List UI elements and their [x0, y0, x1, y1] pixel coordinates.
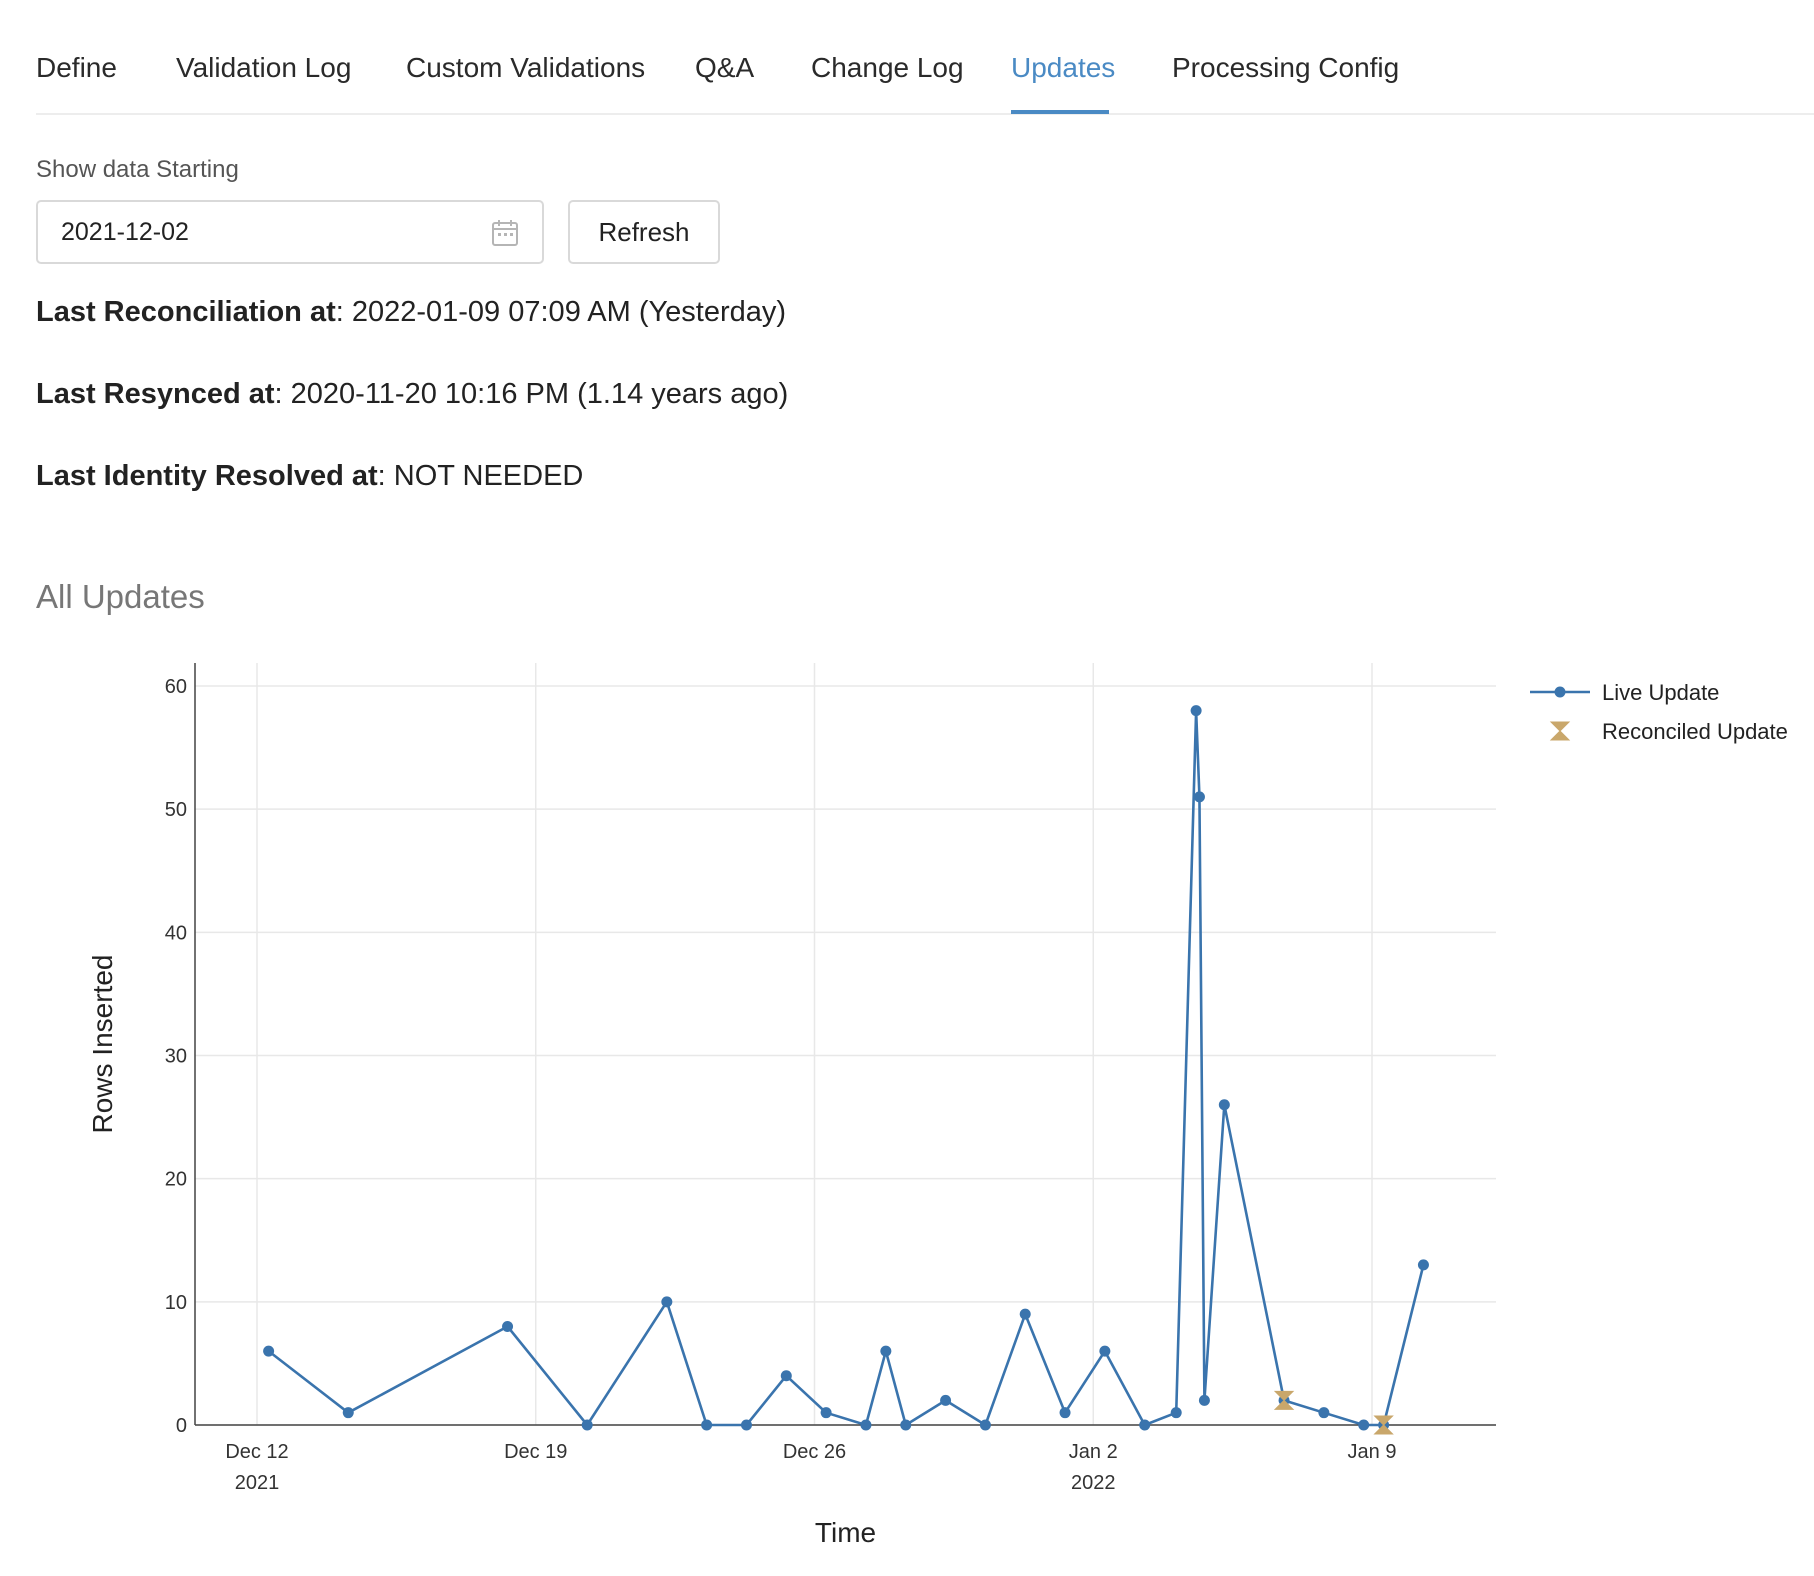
date-filter-label: Show data Starting	[36, 156, 239, 183]
tab-updates[interactable]: Updates	[1011, 52, 1116, 83]
last-reconciliation-label: Last Reconciliation at	[36, 296, 336, 328]
live-update-point	[880, 1345, 892, 1357]
y-axis-title: Rows Inserted	[87, 955, 118, 1134]
x-tick-label: Dec 19	[504, 1441, 567, 1463]
updates-chart: 0 10 20 30 40 50 60 Dec 12 2021 Dec 19 Dec 26 Jan 2…	[87, 663, 1788, 1548]
y-tick-label: 30	[165, 1046, 187, 1068]
legend-live-marker	[1554, 686, 1566, 698]
live-update-point	[900, 1419, 912, 1431]
live-update-point	[263, 1345, 275, 1357]
live-update-point	[502, 1320, 514, 1332]
x-tick-sublabel: 2021	[235, 1472, 280, 1494]
live-update-point	[1193, 791, 1205, 803]
live-update-point	[1190, 705, 1202, 717]
y-tick-label: 10	[165, 1292, 187, 1314]
last-reconciliation-value: : 2022-01-09 07:09 AM (Yesterday)	[335, 296, 787, 328]
last-identity-resolved-value: : NOT NEEDED	[377, 460, 584, 492]
last-identity-resolved: Last Identity Resolved at: NOT NEEDED	[36, 460, 583, 493]
start-date-value: 2021-12-02	[61, 218, 189, 246]
x-tick-label: Dec 26	[783, 1441, 846, 1463]
refresh-button[interactable]: Refresh	[568, 200, 720, 264]
last-resynced: Last Resynced at: 2020-11-20 10:16 PM (1…	[36, 378, 788, 411]
tab-bar: Define Validation Log Custom Validations…	[36, 0, 1814, 115]
live-update-point	[1059, 1407, 1071, 1419]
y-tick-label: 60	[165, 676, 187, 698]
live-update-point	[701, 1419, 713, 1431]
live-update-point	[1218, 1099, 1230, 1111]
live-update-line	[267, 709, 1425, 1427]
tab-processing-config[interactable]: Processing Config	[1172, 52, 1400, 83]
x-tick-label: Jan 2	[1069, 1441, 1118, 1463]
live-update-point	[1099, 1345, 1111, 1357]
x-tick-label: Jan 9	[1348, 1441, 1397, 1463]
legend-live-label: Live Update	[1602, 680, 1719, 705]
reconciled-update-point	[1273, 1390, 1295, 1410]
legend-reconciled-marker	[1549, 721, 1571, 741]
last-identity-resolved-label: Last Identity Resolved at	[36, 460, 378, 492]
last-resynced-value: : 2020-11-20 10:16 PM (1.14 years ago)	[274, 378, 789, 410]
y-tick-label: 40	[165, 922, 187, 944]
live-update-point	[740, 1419, 752, 1431]
x-tick-label: Dec 12	[225, 1441, 288, 1463]
y-tick-label: 50	[165, 799, 187, 821]
calendar-icon[interactable]	[490, 218, 520, 248]
legend-reconciled-label: Reconciled Update	[1602, 719, 1788, 744]
live-update-point	[1417, 1259, 1429, 1271]
x-axis-title: Time	[815, 1517, 876, 1548]
live-update-point	[860, 1419, 872, 1431]
tab-qa[interactable]: Q&A	[695, 52, 755, 83]
live-update-point	[780, 1370, 792, 1382]
live-update-point	[820, 1407, 832, 1419]
tab-change-log[interactable]: Change Log	[811, 52, 964, 83]
tab-define[interactable]: Define	[36, 52, 117, 83]
live-update-point	[1318, 1407, 1330, 1419]
live-update-point	[979, 1419, 991, 1431]
live-update-point	[661, 1296, 673, 1308]
active-tab-indicator	[1011, 110, 1109, 114]
start-date-input[interactable]: 2021-12-02	[36, 200, 544, 264]
live-update-point	[1358, 1419, 1370, 1431]
live-update-point	[1139, 1419, 1151, 1431]
live-update-point	[1019, 1308, 1031, 1320]
live-update-point	[1198, 1394, 1210, 1406]
last-reconciliation: Last Reconciliation at: 2022-01-09 07:09…	[36, 296, 786, 329]
tab-custom-validations[interactable]: Custom Validations	[406, 52, 646, 83]
x-tick-sublabel: 2022	[1071, 1472, 1116, 1494]
reconciled-update-point	[1373, 1415, 1394, 1435]
live-update-point	[1170, 1407, 1182, 1419]
live-update-point	[940, 1394, 952, 1406]
last-resynced-label: Last Resynced at	[36, 378, 275, 410]
section-title: All Updates	[36, 578, 205, 615]
y-tick-label: 20	[165, 1169, 187, 1191]
live-update-point	[342, 1407, 354, 1419]
y-tick-label: 0	[176, 1415, 187, 1437]
live-update-point	[581, 1419, 593, 1431]
tab-validation-log[interactable]: Validation Log	[176, 52, 352, 83]
